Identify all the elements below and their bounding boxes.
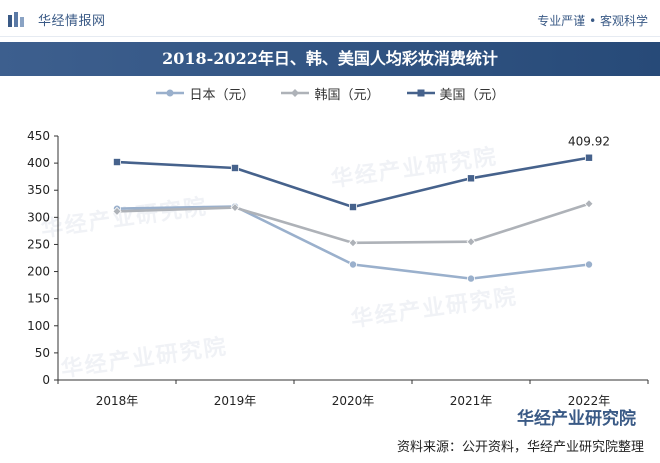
data-point-usa (466, 174, 475, 183)
data-point-korea (112, 206, 122, 216)
data-point-korea (466, 237, 476, 247)
data-point-japan (348, 260, 357, 269)
legend-label: 美国（元） (439, 87, 505, 103)
data-point-korea (230, 203, 240, 213)
brand-name: 华经情报网 (38, 14, 106, 29)
title-banner-bg (0, 42, 660, 76)
y-tick-label: 350 (27, 183, 50, 197)
y-tick-label: 400 (27, 156, 50, 170)
data-point-usa (585, 153, 594, 162)
data-point-japan (585, 260, 594, 269)
data-label: 409.92 (568, 135, 610, 149)
legend-item-japan: 日本（元） (155, 84, 255, 103)
x-tick-label: 2022年 (568, 394, 611, 408)
y-tick-label: 450 (27, 129, 50, 143)
y-tick-label: 100 (27, 319, 50, 333)
legend-swatch-korea (281, 89, 310, 97)
legend-swatch-japan (156, 89, 185, 97)
x-tick-label: 2019年 (214, 394, 257, 408)
y-tick-label: 300 (27, 210, 50, 224)
series-line-usa (116, 156, 590, 209)
y-tick-label: 0 (42, 373, 50, 387)
data-point-japan (466, 274, 475, 283)
data-point-korea (348, 238, 358, 248)
footer-source: 资料来源：公开资料，华经产业研究院整理 (396, 440, 644, 455)
data-point-usa (348, 203, 357, 212)
chart-title: 2018-2022年日、韩、美国人均彩妆消费统计 (162, 49, 498, 68)
y-tick-label: 50 (35, 346, 50, 360)
y-tick-label: 200 (27, 265, 50, 279)
legend-swatch-usa (406, 89, 435, 97)
legend-item-usa: 美国（元） (406, 84, 505, 103)
x-tick-label: 2020年 (332, 394, 375, 408)
data-point-usa (113, 158, 122, 167)
title-banner: 2018-2022年日、韩、美国人均彩妆消费统计 (0, 42, 660, 76)
x-tick-label: 2018年 (96, 394, 139, 408)
footer-brand: 华经产业研究院 (517, 409, 636, 429)
brand-logo-icon (8, 11, 24, 27)
brand: 华经情报网 (8, 10, 106, 29)
y-tick-label: 250 (27, 237, 50, 251)
y-tick-label: 150 (27, 292, 50, 306)
top-bar: 华经情报网 专业严谨 • 客观科学 (0, 0, 660, 37)
data-point-usa (230, 163, 239, 172)
legend-item-korea: 韩国（元） (280, 84, 380, 103)
x-tick-label: 2021年 (450, 394, 493, 408)
slogan: 专业严谨 • 客观科学 (537, 14, 648, 28)
chart-legend: 日本（元） 韩国（元） 美国（元） (0, 84, 660, 103)
data-point-korea (584, 199, 594, 209)
legend-label: 韩国（元） (314, 87, 380, 103)
legend-label: 日本（元） (189, 87, 255, 103)
